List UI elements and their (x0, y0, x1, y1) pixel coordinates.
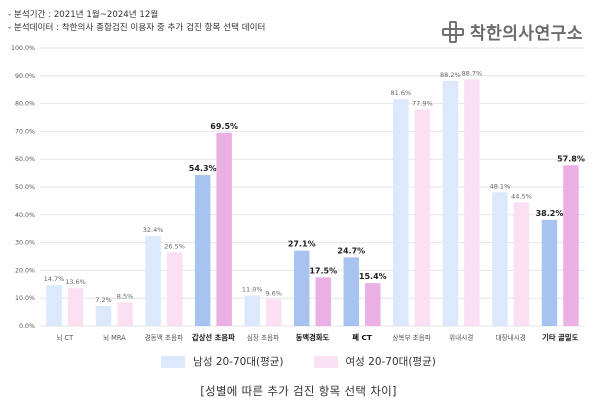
bar (563, 165, 579, 326)
data-label: 69.5% (210, 122, 238, 131)
data-label: 54.3% (189, 164, 217, 173)
bar (294, 250, 310, 326)
data-label: 14.7% (44, 275, 65, 283)
bar (244, 295, 260, 326)
cross-logo-icon (442, 20, 465, 43)
brand-name: 착한의사연구소 (470, 24, 583, 44)
bar (67, 288, 84, 326)
data-label: 27.1% (288, 240, 316, 249)
analysis-info: - 분석기간 : 2021년 1월~2024년 12월 - 분석데이터 : 착한… (8, 9, 265, 35)
data-label: 11.0% (242, 285, 263, 293)
bar (343, 257, 360, 326)
x-tick-label: 대장내시경 (496, 333, 526, 342)
y-tick-label: 90.0% (15, 73, 35, 80)
analysis-source: - 분석데이터 : 착한의사 종합검진 이용자 중 추가 검진 항목 선택 데이… (8, 23, 266, 33)
data-label: 32.4% (143, 226, 164, 234)
bar-chart: 0.0% 10.0% 20.0% 30.0% 40.0% 50.0% 60.0% 70.0% 8… (11, 45, 585, 342)
bar (166, 252, 183, 326)
data-label: 44.5% (511, 192, 532, 200)
bar (265, 299, 282, 326)
bar (95, 305, 112, 326)
y-tick-label: 100.0% (11, 45, 35, 52)
bar (393, 99, 409, 326)
bar (145, 235, 161, 326)
x-tick-label: 기타 골밀도 (542, 333, 578, 342)
data-label: 7.2% (95, 296, 112, 304)
bar (492, 192, 508, 326)
x-tick-label: 심장 초음파 (247, 333, 279, 342)
legend-swatch-female (313, 355, 338, 368)
data-label: 38.2% (536, 209, 564, 218)
legend-item-male: 남성 20-70대(평균) (161, 354, 284, 369)
y-tick-label: 0.0% (19, 323, 35, 330)
data-label: 15.4% (359, 272, 387, 281)
brand-logo: 착한의사연구소 (442, 19, 583, 44)
analysis-period: - 분석기간 : 2021년 1월~2024년 12월 (8, 10, 159, 20)
bar (541, 219, 558, 326)
x-tick-label: 갑상선 초음파 (192, 333, 235, 342)
x-tick-label: 상복부 초음파 (392, 333, 431, 342)
data-label: 17.5% (309, 266, 337, 275)
chart-legend: 남성 20-70대(평균) 여성 20-70대(평균) (0, 354, 597, 369)
x-tick-label: 위내시경 (449, 333, 473, 342)
bar (414, 109, 431, 326)
x-tick-label: 경동맥 초음파 (145, 333, 184, 342)
y-tick-label: 10.0% (15, 295, 35, 302)
bar (46, 285, 62, 326)
data-label: 77.9% (412, 99, 433, 107)
bar (117, 302, 133, 326)
data-label: 57.8% (557, 154, 585, 163)
y-tick-label: 70.0% (15, 128, 35, 135)
data-label: 9.6% (265, 289, 282, 297)
data-label: 24.7% (337, 246, 365, 255)
bar (464, 79, 480, 326)
bar (216, 132, 232, 326)
data-label: 48.1% (490, 182, 511, 190)
legend-label-male: 남성 20-70대(평균) (193, 356, 284, 368)
data-label: 13.6% (65, 278, 86, 286)
legend-label-female: 여성 20-70대(평균) (345, 356, 436, 368)
y-tick-label: 30.0% (15, 240, 35, 247)
x-tick-label: 폐 CT (352, 333, 372, 342)
legend-swatch-male (161, 355, 186, 368)
data-label: 88.7% (462, 69, 483, 77)
x-tick-label: 뇌 MRA (103, 333, 126, 342)
bar (315, 277, 331, 326)
bar (365, 283, 381, 326)
bar (442, 80, 459, 326)
y-tick-label: 60.0% (15, 156, 35, 163)
bar (513, 202, 530, 326)
data-label: 88.2% (440, 71, 461, 79)
x-tick-label: 동맥경화도 (296, 333, 330, 342)
chart-title: [성별에 따른 추가 검진 항목 선택 차이] (200, 384, 397, 398)
data-label: 81.6% (391, 89, 412, 97)
y-tick-label: 80.0% (15, 101, 35, 108)
data-label: 26.5% (164, 242, 185, 250)
y-tick-label: 20.0% (15, 267, 35, 274)
y-tick-label: 50.0% (15, 184, 35, 191)
x-tick-label: 뇌 CT (56, 333, 74, 342)
y-tick-label: 40.0% (15, 212, 35, 219)
data-label: 8.5% (117, 292, 134, 300)
legend-item-female: 여성 20-70대(평균) (313, 354, 436, 369)
bar (194, 175, 211, 326)
